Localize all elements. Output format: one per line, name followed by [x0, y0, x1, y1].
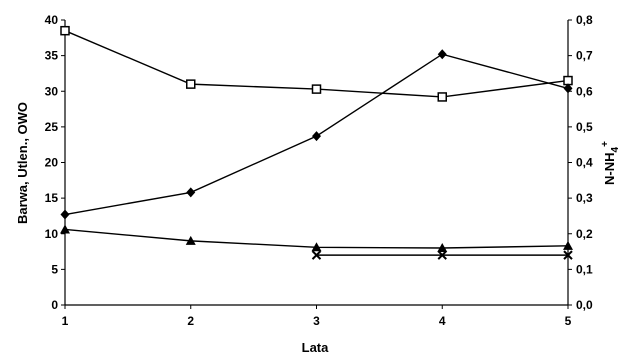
x-tick-label: 4 — [439, 314, 446, 328]
triangle-marker — [311, 242, 322, 252]
right-tick-label: 0,0 — [576, 298, 593, 312]
series-square — [60, 25, 573, 102]
right-tick-label: 0,7 — [576, 49, 593, 63]
right-axis-title-sub: 4 — [610, 146, 621, 152]
right-tick-label: 0,4 — [576, 156, 593, 170]
left-tick-label: 5 — [51, 262, 58, 276]
square-marker — [563, 75, 573, 86]
series-x — [311, 250, 573, 260]
right-tick-label: 0,1 — [576, 262, 593, 276]
left-axis-title: Barwa, Utlen., OWO — [15, 102, 30, 224]
series-diamond — [60, 49, 573, 220]
left-tick-label: 25 — [45, 120, 59, 134]
series-layer — [60, 25, 573, 260]
tick-labels: 05101520253035400,00,10,20,30,40,50,60,7… — [45, 13, 593, 328]
diamond-marker — [186, 187, 196, 198]
diamond-marker — [437, 49, 447, 60]
diamond-marker — [563, 83, 573, 94]
left-tick-label: 35 — [45, 49, 59, 63]
left-tick-label: 40 — [45, 13, 59, 27]
x-tick-label: 3 — [313, 314, 320, 328]
triangle-marker — [60, 224, 70, 234]
diamond-marker — [312, 131, 321, 142]
square-marker — [437, 92, 447, 102]
series-triangle — [60, 224, 573, 252]
x-marker — [563, 250, 573, 260]
right-tick-label: 0,6 — [576, 84, 593, 98]
axes — [61, 19, 572, 309]
left-tick-label: 30 — [45, 84, 59, 98]
x-tick-label: 2 — [187, 314, 194, 328]
square-marker — [186, 79, 196, 89]
right-axis-title-sup: + — [600, 141, 611, 147]
x-marker — [437, 250, 447, 260]
right-tick-label: 0,8 — [576, 13, 593, 27]
right-tick-label: 0,2 — [576, 227, 593, 241]
left-tick-label: 0 — [51, 298, 58, 312]
right-tick-label: 0,5 — [576, 120, 593, 134]
left-tick-label: 10 — [45, 227, 59, 241]
square-marker — [311, 84, 322, 94]
x-tick-label: 1 — [62, 314, 69, 328]
left-tick-label: 20 — [45, 156, 59, 170]
right-axis-title-base: N-NH — [602, 152, 617, 185]
triangle-marker — [185, 235, 196, 245]
right-tick-label: 0,3 — [576, 191, 593, 205]
triangle-marker — [563, 240, 573, 250]
x-tick-label: 5 — [565, 314, 572, 328]
right-axis-title: N-NH4+ — [600, 141, 621, 185]
left-tick-label: 15 — [45, 191, 59, 205]
diamond-marker — [60, 209, 70, 220]
square-marker — [60, 25, 70, 36]
triangle-marker — [437, 243, 448, 252]
x-marker — [311, 250, 322, 260]
x-axis-title: Lata — [302, 340, 330, 355]
